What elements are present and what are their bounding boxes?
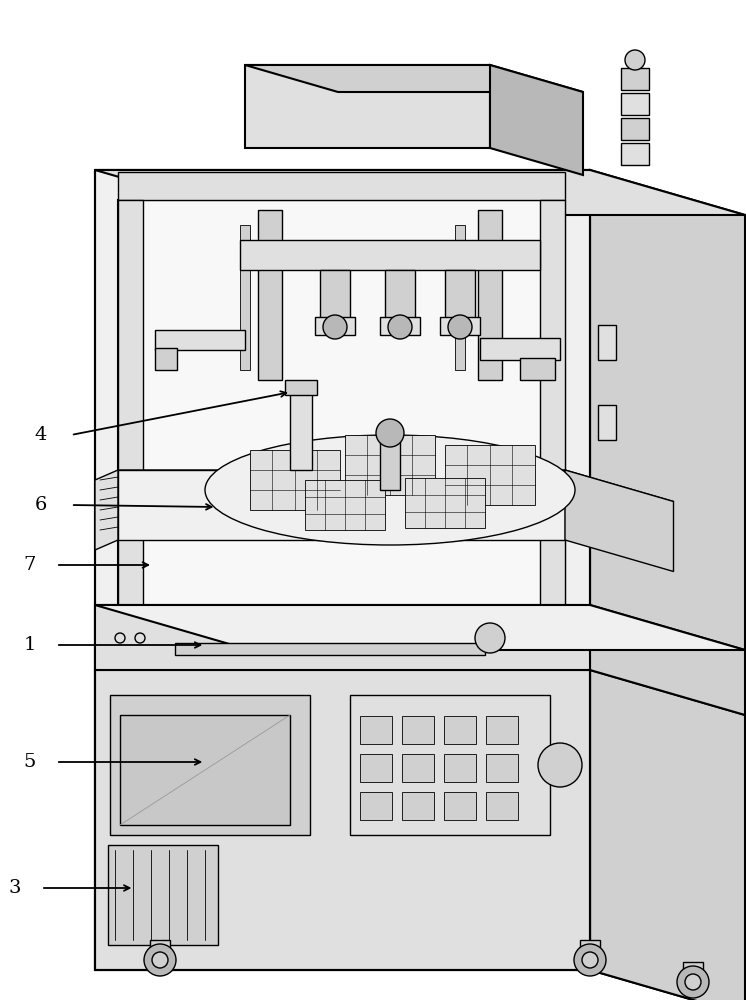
Bar <box>95 670 590 970</box>
Bar <box>440 317 480 335</box>
Bar <box>345 435 435 495</box>
Text: 7: 7 <box>24 556 36 574</box>
Bar <box>360 716 392 744</box>
Bar <box>250 450 340 510</box>
Bar <box>305 480 385 530</box>
Text: 3: 3 <box>9 879 21 897</box>
Text: 6: 6 <box>35 496 47 514</box>
Circle shape <box>677 966 709 998</box>
Bar <box>598 325 616 360</box>
Circle shape <box>582 952 598 968</box>
Text: 1: 1 <box>24 636 36 654</box>
Bar <box>444 792 476 820</box>
Bar <box>478 210 502 380</box>
Bar <box>360 792 392 820</box>
Bar <box>108 845 218 945</box>
Bar <box>402 792 434 820</box>
Polygon shape <box>95 605 745 650</box>
Polygon shape <box>590 170 745 1000</box>
Bar <box>350 695 550 835</box>
Bar <box>598 405 616 440</box>
Bar <box>110 695 310 835</box>
Bar <box>118 470 565 540</box>
Bar <box>455 225 465 370</box>
Bar <box>290 390 312 470</box>
Circle shape <box>144 944 176 976</box>
Circle shape <box>376 419 404 447</box>
Bar <box>621 143 649 165</box>
Circle shape <box>538 743 582 787</box>
Bar <box>444 716 476 744</box>
Bar <box>360 754 392 782</box>
Bar <box>150 940 170 952</box>
Bar <box>258 210 282 380</box>
Bar <box>621 118 649 140</box>
Bar <box>445 445 535 505</box>
Bar <box>540 200 565 630</box>
Bar <box>445 270 475 320</box>
Bar <box>621 93 649 115</box>
Bar <box>320 270 350 320</box>
Bar <box>380 317 420 335</box>
Polygon shape <box>118 470 674 502</box>
Ellipse shape <box>205 435 575 545</box>
Bar <box>143 222 540 612</box>
Bar <box>118 200 565 630</box>
Circle shape <box>152 952 168 968</box>
Circle shape <box>448 315 472 339</box>
Polygon shape <box>245 65 583 92</box>
Polygon shape <box>590 670 745 1000</box>
Bar <box>155 330 245 350</box>
Bar <box>175 643 485 655</box>
Polygon shape <box>490 65 583 175</box>
Circle shape <box>685 974 701 990</box>
Bar <box>118 172 565 200</box>
Bar <box>385 270 415 320</box>
Bar <box>245 65 490 148</box>
Bar <box>380 435 400 490</box>
Bar <box>315 317 355 335</box>
Bar <box>95 170 590 970</box>
Circle shape <box>388 315 412 339</box>
Bar <box>120 715 290 825</box>
Bar <box>683 962 703 974</box>
Bar <box>402 754 434 782</box>
Bar <box>621 68 649 90</box>
Bar <box>95 605 590 670</box>
Bar <box>240 240 540 270</box>
Bar <box>444 754 476 782</box>
Bar <box>402 716 434 744</box>
Polygon shape <box>95 470 118 550</box>
Bar <box>580 940 600 952</box>
Circle shape <box>135 633 145 643</box>
Bar <box>285 380 317 395</box>
Bar <box>520 358 555 380</box>
Bar <box>118 200 143 630</box>
Text: 4: 4 <box>35 426 47 444</box>
Text: 5: 5 <box>24 753 36 771</box>
Bar <box>480 338 560 360</box>
Circle shape <box>475 623 505 653</box>
Bar <box>405 478 485 528</box>
Bar <box>486 792 518 820</box>
Polygon shape <box>565 470 674 572</box>
Circle shape <box>115 633 125 643</box>
Polygon shape <box>95 170 745 215</box>
Bar <box>486 716 518 744</box>
Bar <box>486 754 518 782</box>
Bar <box>598 485 616 520</box>
Bar <box>155 348 177 370</box>
Circle shape <box>323 315 347 339</box>
Circle shape <box>625 50 645 70</box>
Circle shape <box>574 944 606 976</box>
Polygon shape <box>590 605 745 715</box>
Bar <box>240 225 250 370</box>
